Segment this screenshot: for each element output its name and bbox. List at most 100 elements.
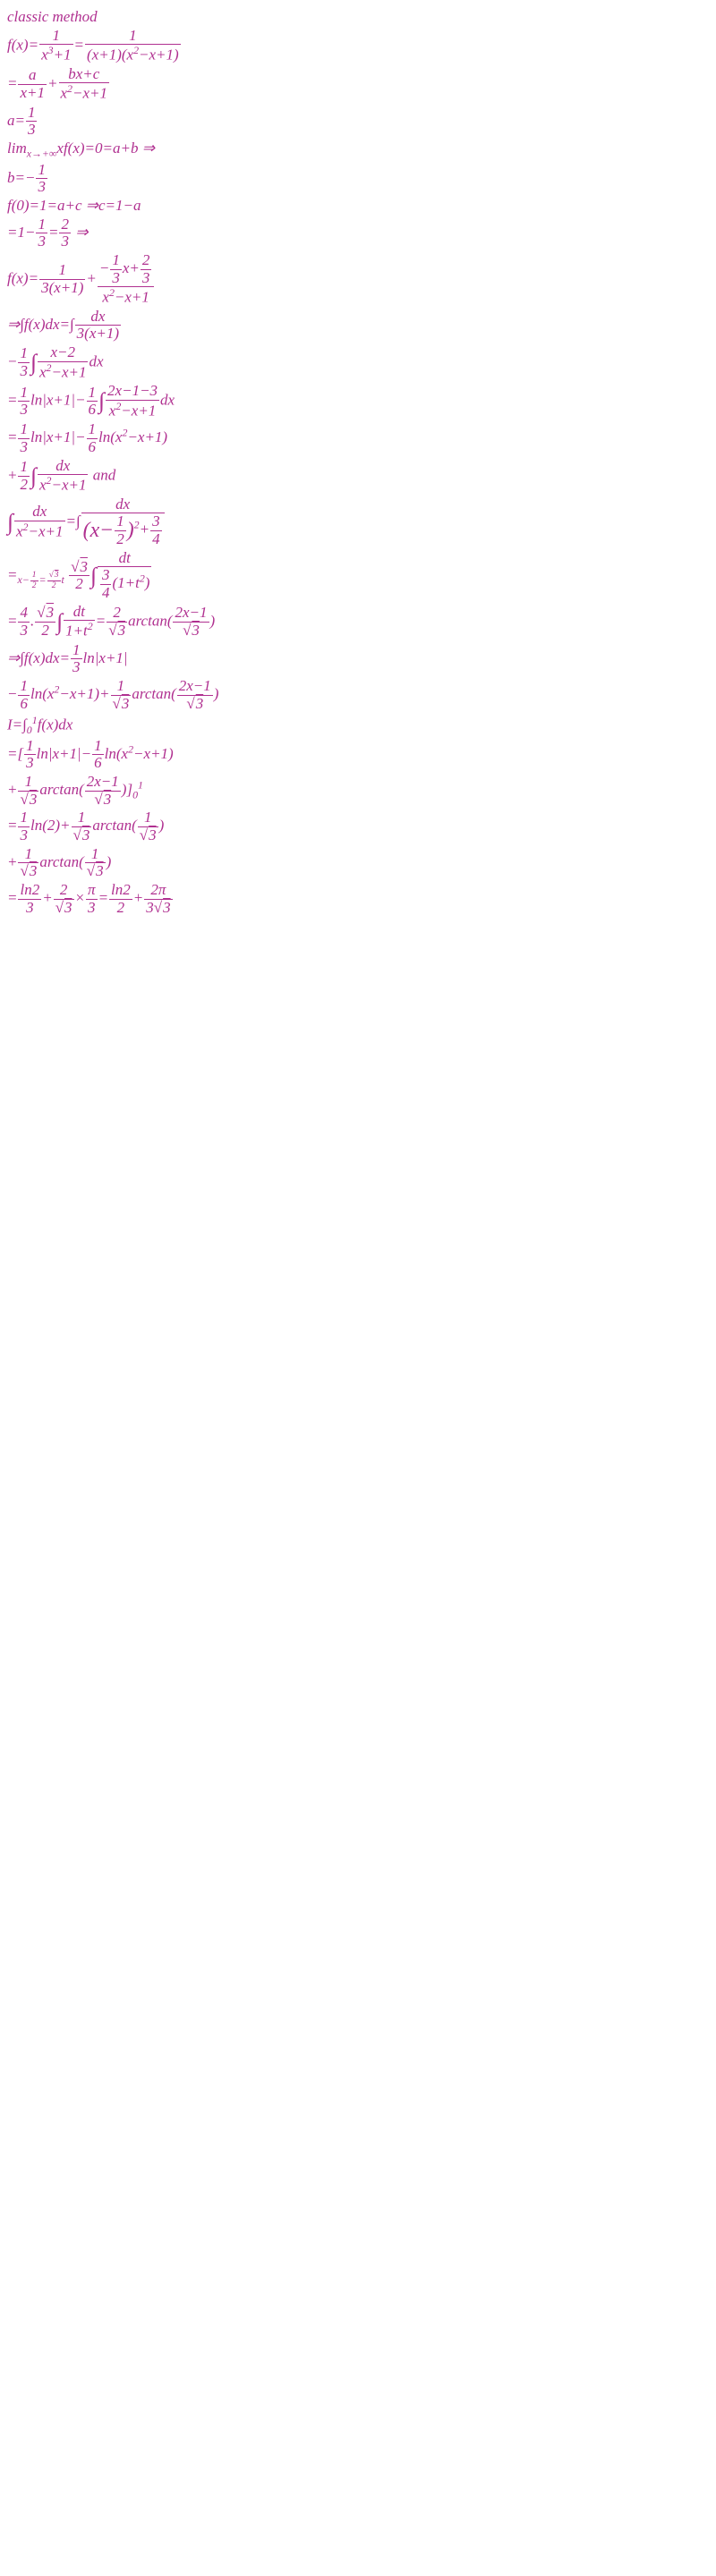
d: 6 <box>92 754 104 772</box>
frac: 2x−1−3x2−x+1 <box>106 383 159 419</box>
t: f(x)= <box>7 269 38 286</box>
line-8: =1−13=23 ⇒ <box>7 216 709 250</box>
line-19: −16ln(x2−x+1)+1√3arctan(2x−1√3) <box>7 678 709 712</box>
n: 3 <box>150 513 162 530</box>
line-24: +1√3arctan(1√3) <box>7 846 709 880</box>
t: = <box>98 889 108 906</box>
t: xf(x)=0=a+b ⇒ <box>56 140 155 157</box>
line-16: =x−12=√32t √32∫dt34(1+t2) <box>7 550 709 602</box>
frac: bx+cx2−x+1 <box>59 66 110 103</box>
d: 6 <box>87 401 98 419</box>
t: 3 <box>54 571 59 580</box>
frac: 43 <box>18 605 30 639</box>
frac: 16 <box>92 738 104 772</box>
d: x+1 <box>18 84 47 102</box>
frac: ln23 <box>18 882 41 916</box>
f: 12 <box>30 571 38 590</box>
d: 3 <box>86 899 98 917</box>
t: ⇒ <box>72 224 89 241</box>
int-icon: ∫ <box>30 462 37 488</box>
n: 1 <box>18 345 30 362</box>
t: −x+1 <box>115 289 149 306</box>
t: =∫ <box>66 513 81 530</box>
t: ) <box>127 519 134 542</box>
line-18: ⇒∫f(x)dx=13ln|x+1| <box>7 642 709 676</box>
n: 1 <box>18 846 38 863</box>
n: √3 <box>47 571 61 580</box>
t: ) <box>107 853 112 870</box>
d: x2−x+1 <box>98 286 155 306</box>
n: 1 <box>24 738 36 755</box>
d: √3 <box>177 695 213 713</box>
t: a= <box>7 112 25 129</box>
frac: 16 <box>87 385 98 419</box>
t: 3 <box>81 826 90 843</box>
n: 1 <box>18 809 30 826</box>
t: and <box>89 466 115 483</box>
d: 3(x+1) <box>75 325 121 343</box>
s: 1 <box>138 778 143 791</box>
frac: 13 <box>36 162 47 196</box>
t: 3 <box>195 695 204 712</box>
t: 3 <box>95 862 104 879</box>
line-5: limx→+∞xf(x)=0=a+b ⇒ <box>7 140 709 159</box>
t: 3 <box>79 558 88 575</box>
t: 3 <box>117 622 126 639</box>
t: 3 <box>29 791 38 808</box>
d: 3 <box>24 754 36 772</box>
line-3: =ax+1+bx+cx2−x+1 <box>7 66 709 103</box>
t: − <box>7 685 17 702</box>
f: 23 <box>141 252 152 286</box>
t: = <box>48 224 58 241</box>
d: √3 <box>54 899 74 917</box>
t: + <box>7 781 17 798</box>
s: 2 <box>88 620 93 632</box>
d: 4 <box>100 584 112 602</box>
t: + <box>7 853 17 870</box>
d: x2−x+1 <box>106 400 159 419</box>
n: 1 <box>71 642 82 659</box>
t: arctan( <box>39 781 83 798</box>
frac: √32 <box>69 559 90 593</box>
r: √ <box>73 826 81 843</box>
d: √3 <box>173 622 209 640</box>
t: f(x)dx <box>38 716 73 733</box>
n: 1 <box>26 105 38 122</box>
frac: 13 <box>71 642 82 676</box>
r: √ <box>87 862 95 879</box>
t: = <box>39 573 47 586</box>
t: = <box>7 428 17 445</box>
line-9: f(x)=13(x+1)+−13x+23x2−x+1 <box>7 252 709 307</box>
t: 3 <box>121 695 130 712</box>
t: ln(x <box>98 428 122 445</box>
f: √32 <box>47 571 61 590</box>
t: f(x)= <box>7 36 38 53</box>
d: 3 <box>141 269 152 287</box>
d: 6 <box>18 695 30 713</box>
frac: √32 <box>35 605 55 639</box>
line-6: b=−13 <box>7 162 709 196</box>
t: −x+1 <box>51 363 86 380</box>
n: −13x+23 <box>98 252 155 286</box>
line-14: +12∫dxx2−x+1 and <box>7 458 709 495</box>
line-25: =ln23+2√3×π3=ln22+2π3√3 <box>7 882 709 916</box>
n: 1 <box>72 809 92 826</box>
d: 1+t2 <box>64 620 95 640</box>
t: arctan( <box>39 853 83 870</box>
frac: 23 <box>59 216 71 250</box>
line-11: −13∫x−2x2−x+1dx <box>7 344 709 381</box>
frac: 2x−1√3 <box>173 605 209 639</box>
frac: 16 <box>18 678 30 712</box>
d: √3 <box>72 826 92 844</box>
t: −x+1) <box>127 428 167 445</box>
t: ln|x+1| <box>83 649 128 666</box>
d: 3(x+1) <box>39 279 85 297</box>
frac: ln22 <box>109 882 132 916</box>
n: 1 <box>92 738 104 755</box>
t: −x+1 <box>72 85 107 102</box>
frac: 12 <box>18 459 30 493</box>
n: 2 <box>59 216 71 233</box>
d: 34(1+t2) <box>98 566 151 601</box>
d: 2 <box>47 580 61 590</box>
t: (1+t <box>112 574 139 591</box>
